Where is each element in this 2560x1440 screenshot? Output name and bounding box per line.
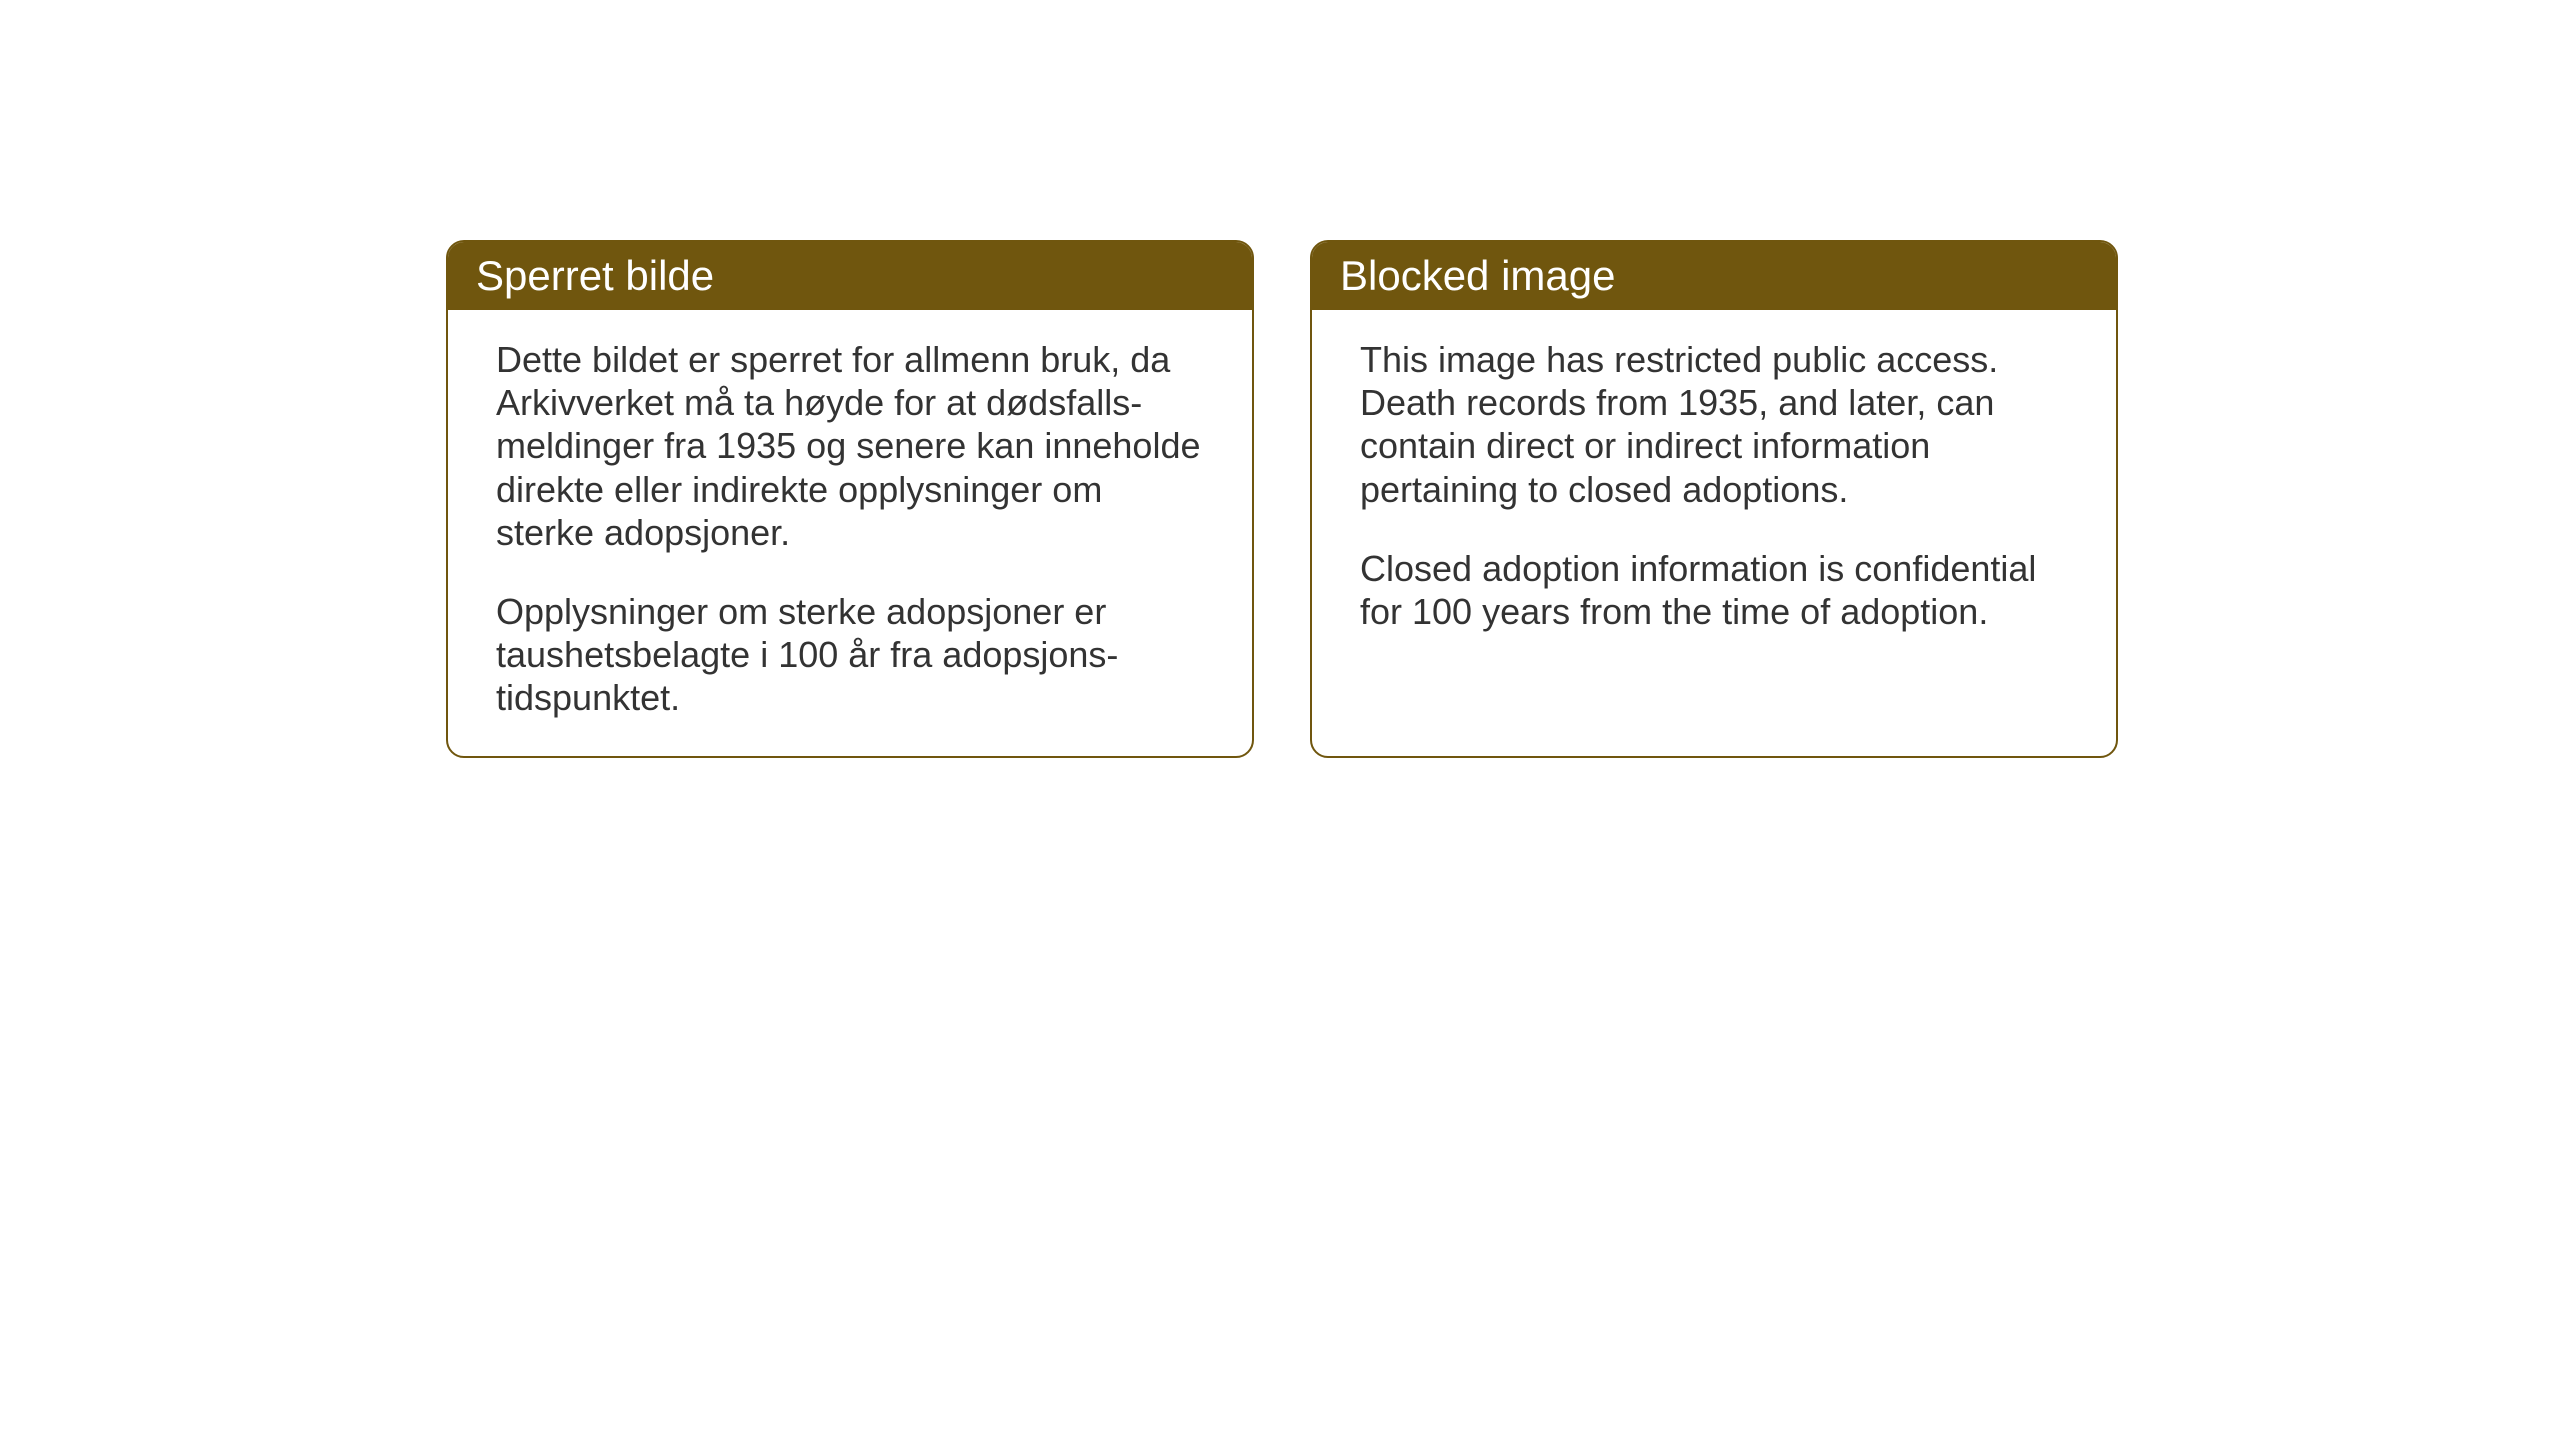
notice-card-english: Blocked image This image has restricted … (1310, 240, 2118, 758)
card-body-norwegian: Dette bildet er sperret for allmenn bruk… (448, 310, 1252, 756)
paragraph-text: Dette bildet er sperret for allmenn bruk… (496, 338, 1204, 554)
paragraph-text: Opplysninger om sterke adopsjoner er tau… (496, 590, 1204, 720)
paragraph-text: This image has restricted public access.… (1360, 338, 2068, 511)
notice-container: Sperret bilde Dette bildet er sperret fo… (446, 240, 2118, 758)
card-body-english: This image has restricted public access.… (1312, 310, 2116, 669)
card-header-norwegian: Sperret bilde (448, 242, 1252, 310)
card-header-english: Blocked image (1312, 242, 2116, 310)
paragraph-text: Closed adoption information is confident… (1360, 547, 2068, 633)
notice-card-norwegian: Sperret bilde Dette bildet er sperret fo… (446, 240, 1254, 758)
